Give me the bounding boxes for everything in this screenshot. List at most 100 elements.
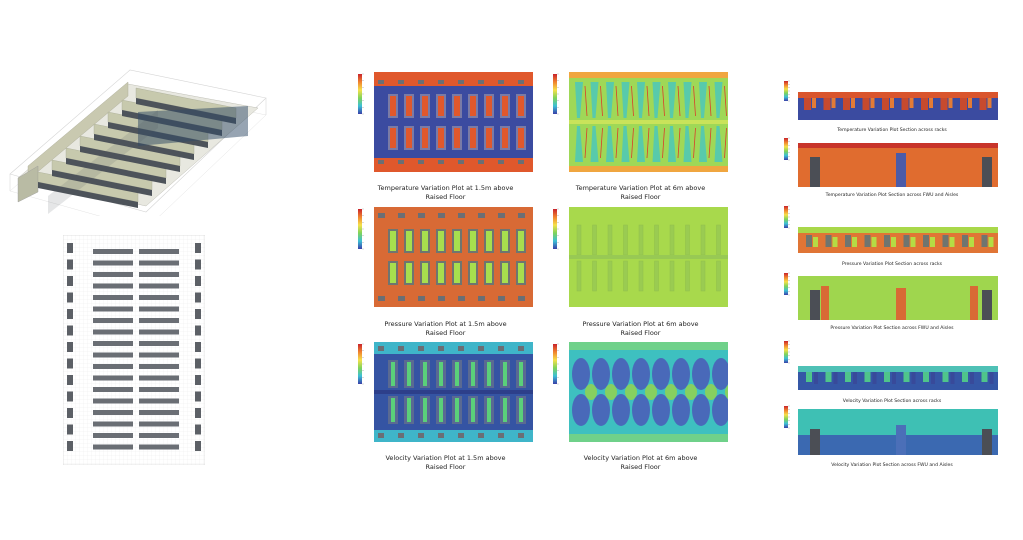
section-pressure-fwu — [784, 272, 1000, 322]
rack-row — [139, 387, 179, 392]
low-pressure — [422, 231, 428, 251]
rack-row — [52, 170, 152, 196]
rack-row — [139, 410, 179, 415]
plume — [621, 126, 630, 162]
low-pressure — [486, 231, 492, 251]
rack-row — [139, 341, 179, 346]
caption-velocity-6m: Velocity Variation Plot at 6m above Raise… — [583, 454, 698, 471]
fwu-unit — [982, 429, 992, 455]
fwu-unit — [67, 325, 73, 336]
rack-row — [93, 283, 133, 289]
rack-row — [94, 134, 194, 160]
hot-aisle — [406, 96, 412, 116]
low-pressure — [470, 263, 476, 283]
caption-temperature-6m: Temperature Variation Plot at 6m above Ra… — [575, 184, 706, 201]
plume — [652, 126, 661, 162]
plume — [575, 126, 583, 162]
hot-aisle — [502, 128, 508, 148]
rack-row — [139, 249, 179, 254]
fwu-unit — [67, 441, 73, 451]
rack-row — [93, 433, 133, 438]
rack-row — [93, 260, 133, 266]
section-temperature-racks — [784, 80, 1000, 123]
rack-row — [139, 352, 179, 358]
hot-aisle — [486, 128, 492, 148]
plume — [637, 82, 645, 118]
plume — [668, 82, 676, 118]
fwu-unit — [67, 342, 73, 352]
hot-aisle — [454, 96, 460, 116]
rack-row — [80, 146, 180, 172]
rack-row — [93, 318, 133, 323]
rack-row — [66, 158, 166, 184]
low-pressure — [486, 263, 492, 283]
section-temperature-fwu — [784, 137, 1000, 190]
hot-aisle — [438, 128, 444, 148]
plume — [606, 126, 614, 162]
color-legend — [784, 406, 788, 428]
color-legend — [553, 344, 557, 384]
fwu-unit — [67, 276, 73, 286]
plume — [621, 82, 630, 118]
plume — [683, 126, 692, 162]
caption-pressure-1-5m: Pressure Variation Plot at 1.5m above Rai… — [384, 320, 507, 337]
caption-section-velocity-racks: Velocity Variation Plot Section across r… — [842, 399, 942, 404]
caption-temperature-1-5m: Temperature Variation Plot at 1.5m above… — [377, 184, 514, 201]
low-pressure — [438, 263, 444, 283]
section-pressure-racks — [784, 205, 1000, 257]
fwu-unit — [195, 441, 201, 451]
rack-row — [139, 295, 179, 300]
plume — [606, 82, 614, 118]
fwu-unit — [195, 259, 201, 270]
color-legend — [784, 81, 788, 101]
temperature-plot-1-5m — [358, 72, 533, 172]
fwu-unit — [67, 243, 73, 253]
rack-row — [93, 410, 133, 415]
rack-row — [139, 398, 179, 404]
low-pressure — [454, 263, 460, 283]
rack-row — [93, 272, 133, 277]
fwu-unit — [67, 292, 73, 303]
pressure-plot-1-5m — [358, 207, 533, 307]
rack-row — [93, 421, 133, 427]
plume — [683, 82, 692, 118]
rack-row — [139, 444, 179, 450]
hot-aisle — [486, 96, 492, 116]
rack-row — [139, 375, 179, 381]
fwu-unit — [195, 243, 201, 253]
low-pressure — [502, 263, 508, 283]
rack-row — [139, 364, 179, 369]
fwu-unit — [810, 429, 820, 455]
color-legend — [784, 273, 788, 295]
rack-row — [93, 375, 133, 381]
low-pressure — [390, 263, 396, 283]
plume — [575, 82, 583, 118]
fwu-unit — [195, 358, 201, 369]
caption-section-temperature-racks: Temperature Variation Plot Section acros… — [837, 128, 947, 133]
rack-row — [93, 364, 133, 369]
plume — [652, 82, 661, 118]
rack-row — [139, 318, 179, 323]
rack-row — [139, 283, 179, 289]
rack-row — [139, 329, 179, 335]
color-legend — [358, 74, 362, 114]
hot-aisle — [518, 128, 524, 148]
low-pressure — [518, 263, 524, 283]
fwu-unit — [195, 276, 201, 286]
isometric-model — [8, 66, 270, 216]
fwu-unit — [67, 408, 73, 418]
fwu-unit — [982, 290, 992, 320]
fwu-unit — [195, 408, 201, 418]
low-pressure — [454, 231, 460, 251]
fwu-unit — [67, 259, 73, 270]
low-pressure — [518, 231, 524, 251]
hot-aisle — [454, 128, 460, 148]
fwu-unit — [67, 391, 73, 402]
caption-section-pressure-fwu: Pressure Variation Plot Section across F… — [830, 326, 954, 331]
caption-velocity-1-5m: Velocity Variation Plot at 1.5m above Rai… — [385, 454, 506, 471]
low-pressure — [470, 231, 476, 251]
rack-row — [93, 352, 133, 358]
section-velocity-racks — [784, 340, 1000, 395]
rack-row — [139, 272, 179, 277]
fwu-unit — [195, 292, 201, 303]
